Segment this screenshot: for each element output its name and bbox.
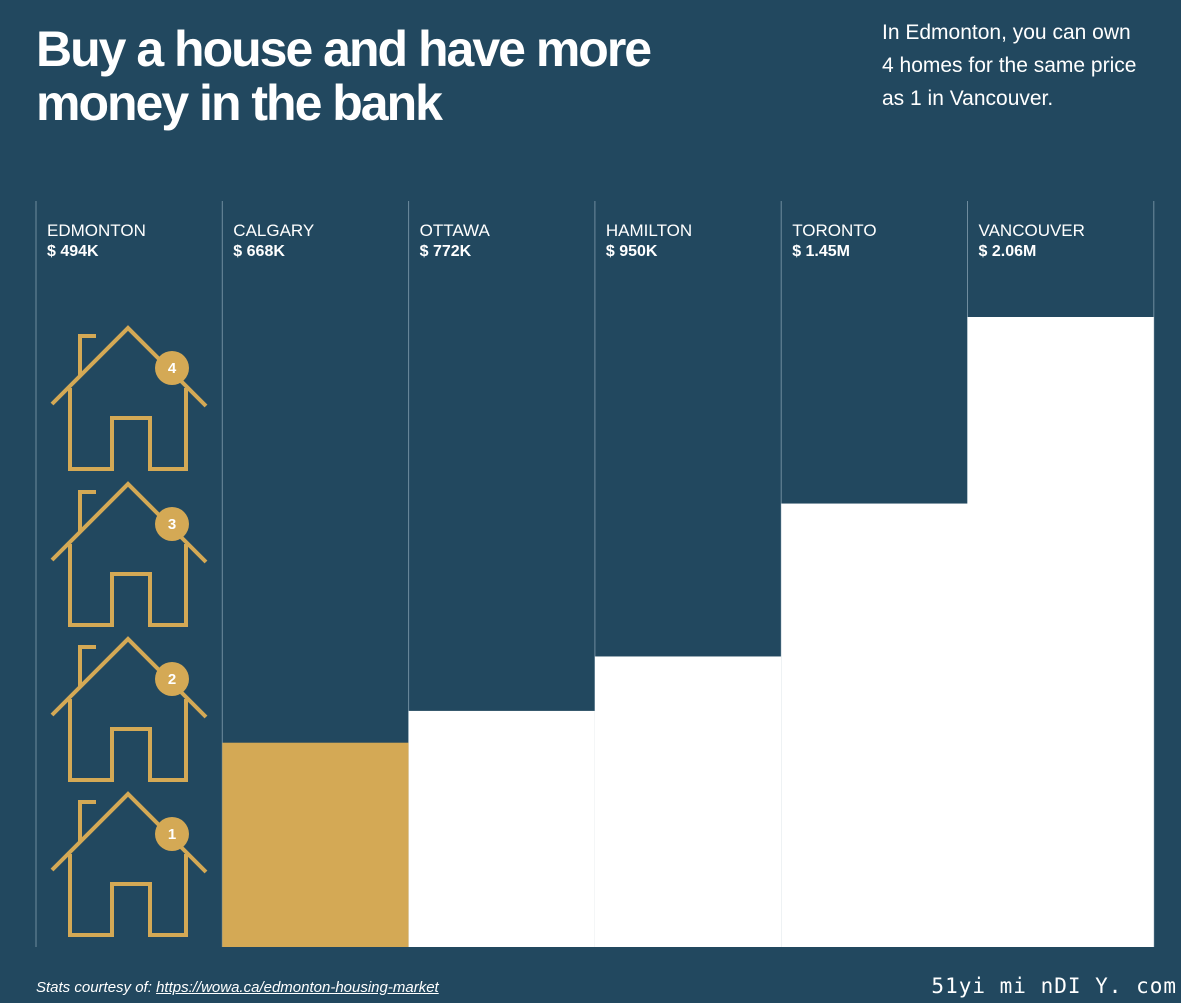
- house-number-badge: [155, 351, 189, 385]
- city-price-label: $ 2.06M: [979, 243, 1037, 260]
- house-number-badge: [155, 507, 189, 541]
- house-outline: [50, 636, 208, 782]
- house-icon: 4: [50, 325, 208, 471]
- house-outline: [50, 481, 208, 627]
- house-outline: [50, 791, 208, 937]
- city-price-label: $ 494K: [47, 243, 99, 260]
- bar-hamilton: [594, 656, 782, 947]
- city-name-label: CALGARY: [233, 221, 314, 240]
- city-name-label: TORONTO: [792, 221, 876, 240]
- bar-toronto: [781, 503, 968, 947]
- bar-calgary: [222, 742, 409, 947]
- house-number-badge: [155, 662, 189, 696]
- city-price-label: $ 950K: [606, 243, 658, 260]
- city-price-label: $ 1.45M: [792, 243, 850, 260]
- house-icon: 3: [50, 481, 208, 627]
- city-name-label: EDMONTON: [47, 221, 146, 240]
- city-price-label: $ 668K: [233, 243, 285, 260]
- source-prefix: Stats courtesy of:: [36, 979, 152, 996]
- house-number: 2: [168, 671, 176, 688]
- city-price-label: $ 772K: [420, 243, 472, 260]
- house-number: 1: [168, 826, 176, 843]
- city-name-label: HAMILTON: [606, 221, 692, 240]
- bar-vancouver: [967, 317, 1154, 947]
- city-labels: EDMONTON $ 494K CALGARY $ 668K OTTAWA $ 772K H…: [47, 221, 1085, 260]
- watermark: 51yi mi nDI Y. com: [931, 974, 1177, 998]
- house-number: 3: [168, 516, 176, 533]
- house-outline: [50, 325, 208, 471]
- edmonton-house-icons: 1 2 3 4: [50, 325, 208, 937]
- city-name-label: VANCOUVER: [979, 221, 1085, 240]
- chart-subtitle: In Edmonton, you can own 4 homes for the…: [882, 21, 1137, 110]
- bars: [222, 317, 1154, 947]
- city-name-label: OTTAWA: [420, 221, 491, 240]
- house-number-badge: [155, 817, 189, 851]
- house-icon: 2: [50, 636, 208, 782]
- house-icon: 1: [50, 791, 208, 937]
- bar-ottawa: [408, 710, 595, 947]
- chart-title: Buy a house and have more money in the b…: [36, 21, 652, 131]
- house-number: 4: [168, 360, 177, 377]
- source-link[interactable]: https://wowa.ca/edmonton-housing-market: [156, 979, 439, 996]
- source-credit: Stats courtesy of: https://wowa.ca/edmon…: [36, 979, 439, 996]
